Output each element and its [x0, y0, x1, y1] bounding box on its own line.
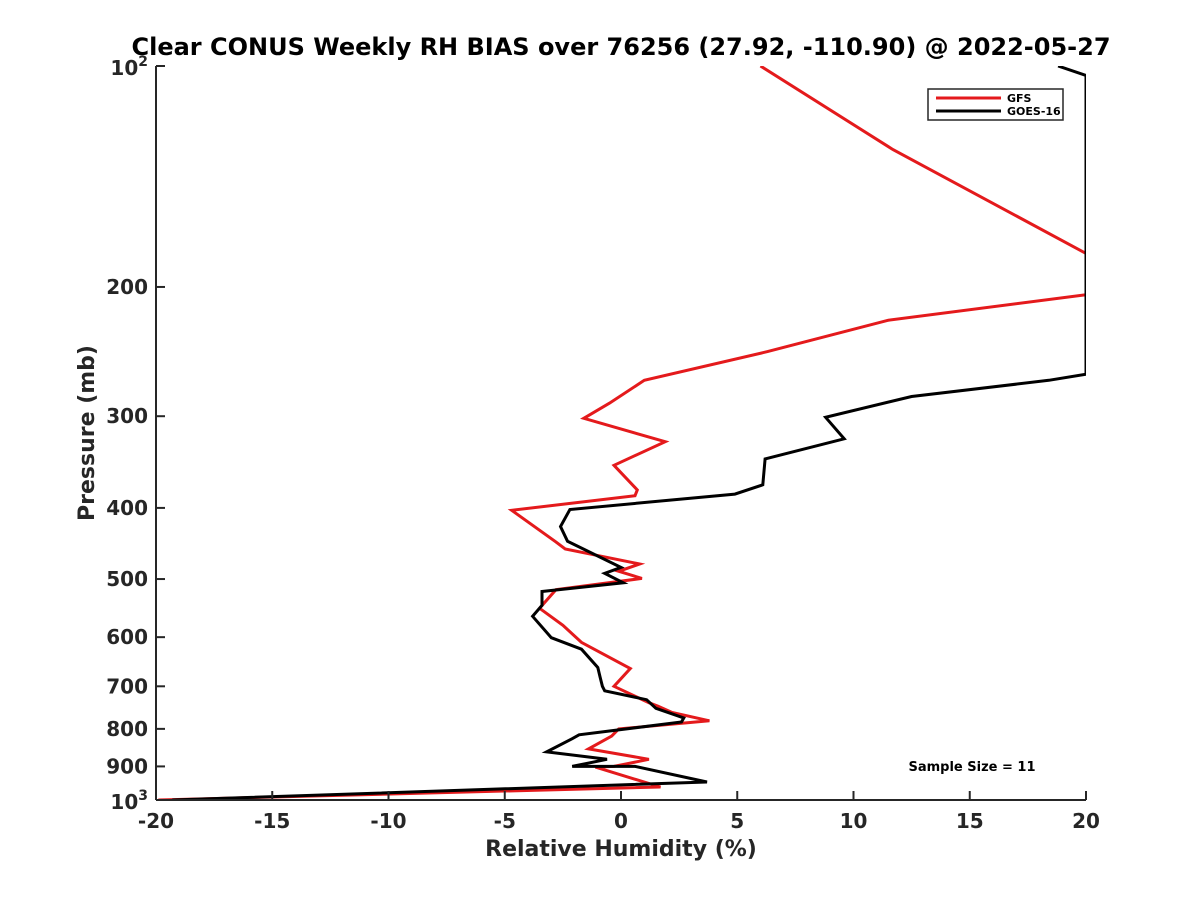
x-tick-label: -15 [254, 809, 290, 833]
series-line-goes-16 [172, 66, 1086, 800]
y-axis-label: Pressure (mb) [75, 345, 100, 521]
y-tick-label-power: 103 [110, 788, 148, 814]
x-tick-label: 0 [614, 809, 628, 833]
y-tick-label: 800 [106, 717, 148, 741]
y-tick-label: 200 [106, 275, 148, 299]
y-tick-label: 600 [106, 625, 148, 649]
legend-box [927, 88, 1064, 121]
y-tick-label: 400 [106, 496, 148, 520]
y-tick-label: 300 [106, 404, 148, 428]
x-tick-label: 15 [956, 809, 984, 833]
sample-size-annotation: Sample Size = 11 [908, 760, 1035, 775]
x-tick-label: -20 [138, 809, 174, 833]
x-tick-label: 20 [1072, 809, 1100, 833]
x-tick-label: -10 [370, 809, 406, 833]
x-axis: -20 -15 -10 -5 0 5 10 15 20 [138, 791, 1100, 833]
x-axis-label: Relative Humidity (%) [485, 837, 757, 862]
x-tick-label: 5 [730, 809, 744, 833]
legend-label: GFS [1007, 92, 1032, 105]
legend-label: GOES-16 [1007, 105, 1061, 118]
y-axis: 200 300 400 500 600 700 800 900 102 103 [106, 54, 165, 814]
plot-area [155, 66, 1086, 801]
chart-title: Clear CONUS Weekly RH BIAS over 76256 (2… [131, 33, 1110, 61]
y-tick-label-power: 102 [110, 54, 148, 80]
y-tick-label: 500 [106, 567, 148, 591]
y-tick-label: 900 [106, 754, 148, 778]
y-tick-label: 700 [106, 674, 148, 698]
series-line-gfs [158, 66, 1086, 800]
x-tick-label: -5 [494, 809, 516, 833]
x-tick-label: 10 [840, 809, 868, 833]
